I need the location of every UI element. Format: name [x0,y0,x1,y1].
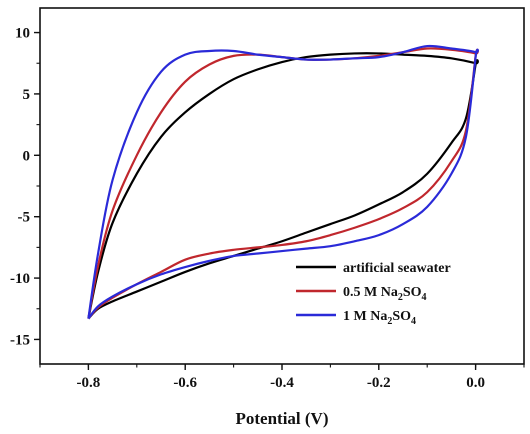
x-tick-label: -0.2 [367,375,391,391]
series-line-2 [87,47,479,320]
x-tick-label: 0.0 [466,375,485,391]
legend-label-1: artificial seawater [343,261,451,276]
x-tick-label: -0.8 [77,375,101,391]
series-layer [87,44,479,320]
x-axis-title: Potential (V) [235,409,328,428]
legend: artificial seawater 0.5 M Na2SO4 1 M Na2SO… [296,261,451,327]
x-axis-ticks: -0.8 -0.6 -0.4 -0.2 0.0 [39,364,525,391]
y-axis-ticks: -15 -10 -5 0 5 10 [10,26,40,348]
x-tick-label: -0.6 [173,375,197,391]
y-tick-label: 0 [23,148,31,164]
y-tick-label: 5 [23,87,31,103]
legend-label-2: 0.5 M Na2SO4 [343,285,427,303]
y-tick-label: -5 [18,210,31,226]
x-tick-label: -0.4 [270,375,294,391]
y-tick-label: -10 [10,271,30,287]
y-tick-label: -15 [10,332,30,348]
series-line-3 [87,44,479,320]
y-tick-label: 10 [15,26,30,42]
legend-label-3: 1 M Na2SO4 [343,309,416,327]
